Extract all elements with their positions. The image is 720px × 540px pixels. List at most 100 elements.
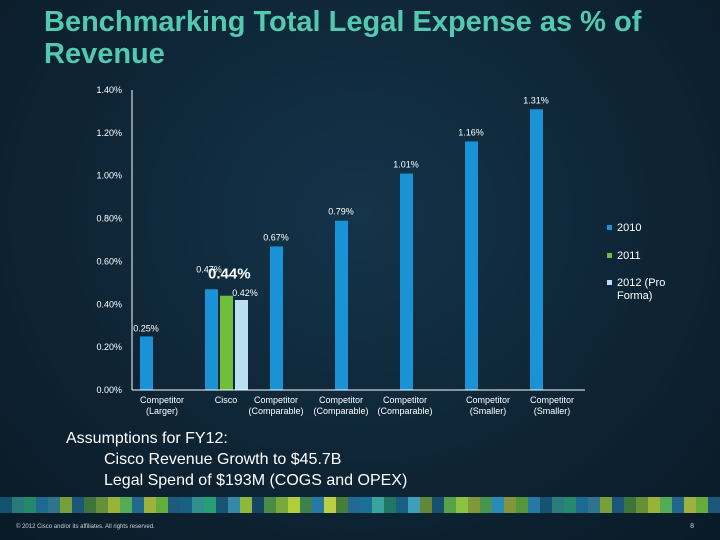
legend-swatch [607,225,612,230]
stripe-segment [36,497,48,513]
stripe-segment [660,497,672,513]
stripe-segment [144,497,156,513]
stripe-segment [552,497,564,513]
stripe-segment [576,497,588,513]
stripe-segment [180,497,192,513]
x-category-label: Competitor [319,395,363,405]
x-category-label: (Larger) [146,406,178,416]
page-number: 8 [690,523,694,530]
assumption-line-legal-spend: Legal Spend of $193M (COGS and OPEX) [104,472,408,489]
bar-2010 [205,289,218,390]
stripe-segment [396,497,408,513]
x-category-label: Competitor [530,395,574,405]
stripe-segment [432,497,444,513]
x-category-label: (Smaller) [534,406,571,416]
stripe-segment [264,497,276,513]
footer-copyright: © 2012 Cisco and/or its affiliates. All … [16,524,155,530]
data-label: 0.47% [196,264,222,274]
stripe-segment [696,497,708,513]
legend-label: 2010 [617,222,641,234]
stripe-segment [480,497,492,513]
y-tick-label: 0.60% [96,256,122,266]
x-category-label: (Comparable) [313,406,368,416]
x-category-label: Competitor [140,395,184,405]
data-label: 1.31% [523,95,549,105]
stripe-segment [408,497,420,513]
stripe-segment [612,497,624,513]
bar-chart: 0.00% 0.20% 0.40% 0.60% 0.80% 1.00% 1.20% 1.40%… [96,85,665,416]
assumptions-block: Assumptions for FY12: Cisco Revenue Grow… [66,428,526,491]
stripe-segment [0,497,12,513]
stripe-segment [12,497,24,513]
stripe-segment [624,497,636,513]
stripe-segment [444,497,456,513]
stripe-segment [228,497,240,513]
x-category-label: (Smaller) [470,406,507,416]
x-category-label: Competitor [254,395,298,405]
data-label: 0.67% [263,232,289,242]
stripe-segment [156,497,168,513]
stripe-segment [300,497,312,513]
stripe-segment [288,497,300,513]
legend-label: 2011 [617,250,641,262]
data-label: 1.16% [458,127,484,137]
stripe-segment [168,497,180,513]
y-tick-label: 1.00% [96,171,122,181]
stripe-segment [60,497,72,513]
x-category-label: (Comparable) [248,406,303,416]
y-tick-label: 1.20% [96,128,122,138]
stripe-segment [636,497,648,513]
stripe-segment [672,497,684,513]
bar-2010 [140,336,153,390]
data-label: 0.79% [328,207,354,217]
stripe-segment [540,497,552,513]
data-label: 0.42% [232,288,258,298]
stripe-segment [420,497,432,513]
y-tick-label: 0.40% [96,299,122,309]
stripe-segment [324,497,336,513]
legend-swatch [607,280,612,285]
stripe-segment [384,497,396,513]
stripe-segment [708,497,720,513]
y-tick-label: 0.20% [96,342,122,352]
stripe-segment [96,497,108,513]
stripe-segment [516,497,528,513]
stripe-segment [456,497,468,513]
stripe-segment [276,497,288,513]
stripe-segment [372,497,384,513]
stripe-segment [192,497,204,513]
stripe-segment [348,497,360,513]
stripe-segment [648,497,660,513]
stripe-segment [84,497,96,513]
decorative-stripe-bar [0,497,720,513]
stripe-segment [240,497,252,513]
stripe-segment [360,497,372,513]
stripe-segment [336,497,348,513]
stripe-segment [24,497,36,513]
stripe-segment [132,497,144,513]
stripe-segment [204,497,216,513]
bar-2010 [400,173,413,390]
stripe-segment [504,497,516,513]
x-category-label: (Comparable) [377,406,432,416]
legend-label: 2012 (Pro [617,277,665,289]
legend-label: Forma) [617,290,652,302]
bar-2010 [530,109,543,391]
legend-swatch [607,253,612,258]
bar-2011 [220,295,233,390]
x-category-label: Competitor [466,395,510,405]
stripe-segment [564,497,576,513]
stripe-segment [468,497,480,513]
data-label: 1.01% [393,160,419,170]
bar-2010 [335,220,348,390]
stripe-segment [588,497,600,513]
y-tick-label: 0.00% [96,385,122,395]
stripe-segment [684,497,696,513]
stripe-segment [108,497,120,513]
assumptions-heading: Assumptions for FY12: [66,430,228,447]
data-label: 0.44% [208,266,251,283]
stripe-segment [72,497,84,513]
y-tick-label: 1.40% [96,85,122,95]
slide-title: Benchmarking Total Legal Expense as % of… [44,6,642,70]
stripe-segment [48,497,60,513]
